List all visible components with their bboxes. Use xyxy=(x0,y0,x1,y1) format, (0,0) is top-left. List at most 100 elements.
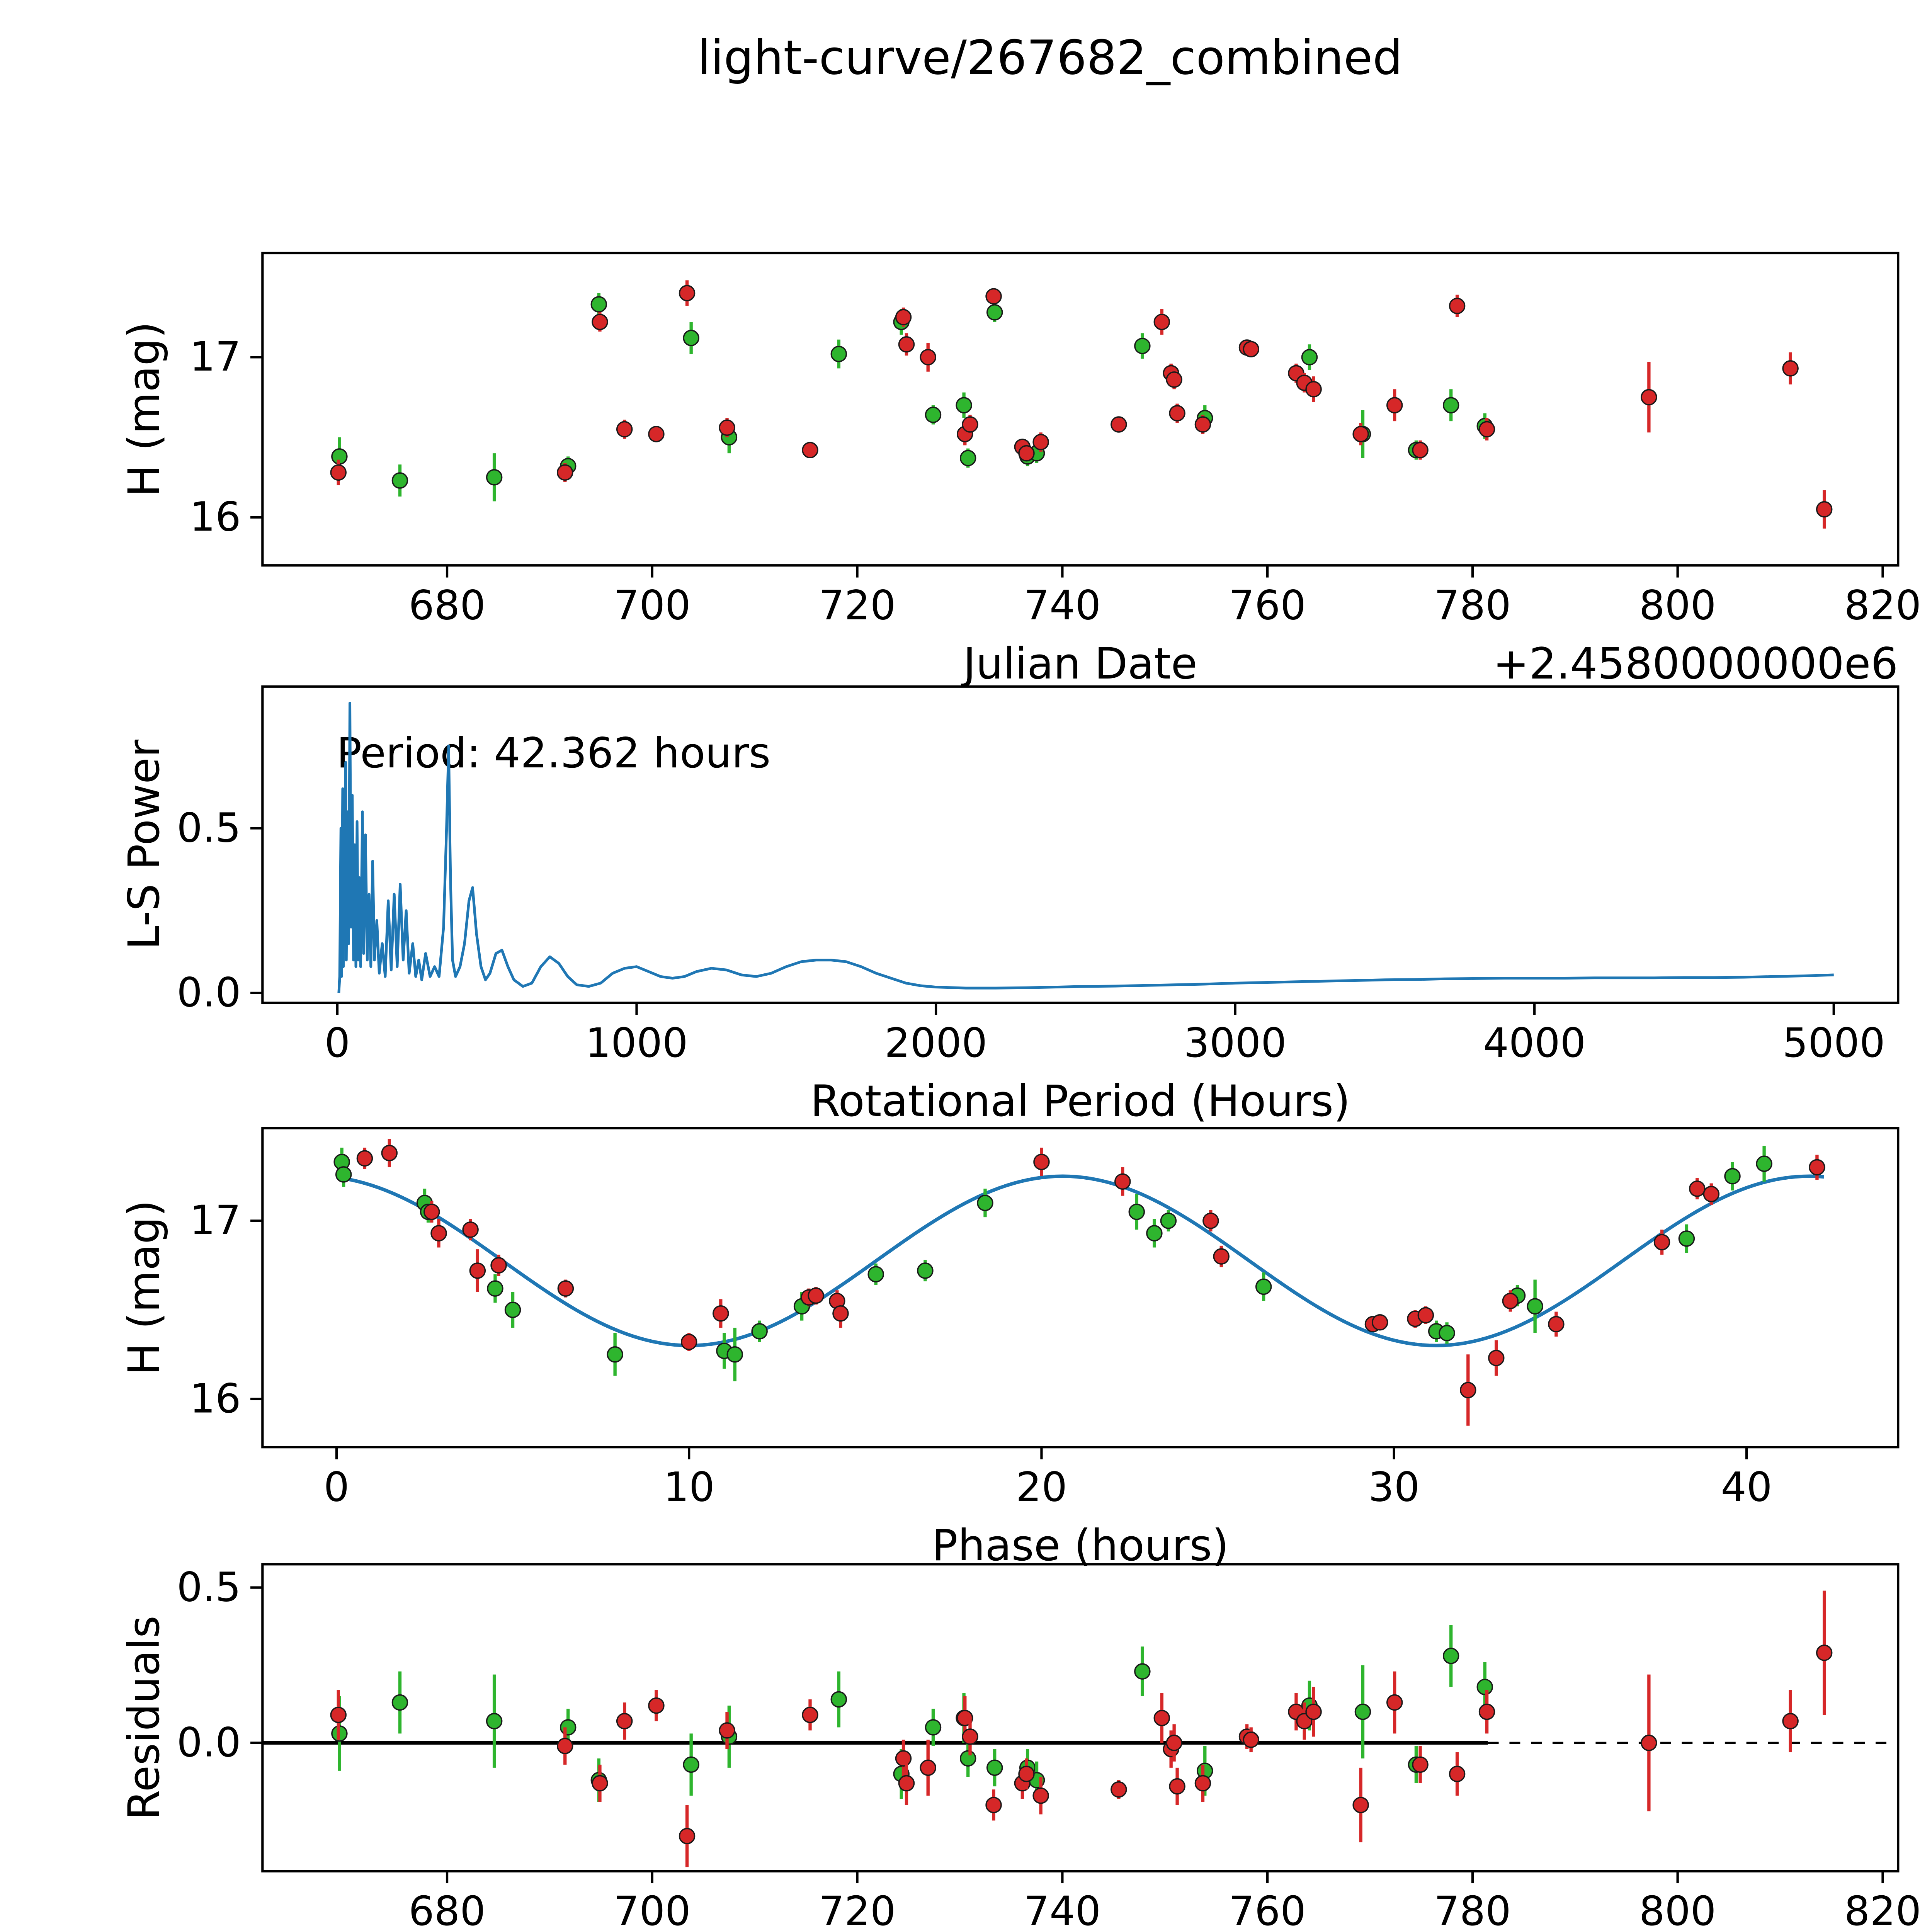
red-filter-point xyxy=(679,1828,696,1844)
x-axis-label: Rotational Period (Hours) xyxy=(810,1077,1350,1126)
red-filter-point xyxy=(1548,1316,1565,1333)
red-filter-point xyxy=(898,336,915,353)
x-tick-label: 3000 xyxy=(1184,1019,1287,1066)
axes-frame xyxy=(261,685,1900,1004)
red-filter-point xyxy=(1169,405,1185,422)
x-axis-label: Phase (hours) xyxy=(932,1521,1229,1571)
red-filter-point xyxy=(1478,421,1495,438)
red-filter-point xyxy=(616,421,633,438)
red-filter-point xyxy=(1460,1382,1476,1398)
x-tick-label: 760 xyxy=(1229,1888,1306,1932)
red-filter-point xyxy=(1032,1787,1049,1804)
y-tick-label: 0.0 xyxy=(177,1719,241,1766)
red-filter-point xyxy=(381,1145,398,1162)
periodogram-annotation: Period: 42.362 hours xyxy=(337,729,770,777)
red-filter-point xyxy=(1641,389,1657,406)
x-tick-label: 800 xyxy=(1639,582,1716,629)
green-filter-point xyxy=(751,1323,768,1340)
axes-frame xyxy=(261,1127,1900,1449)
red-filter-point xyxy=(1166,1735,1182,1751)
red-filter-point xyxy=(1153,313,1170,330)
axes-frame xyxy=(261,1563,1900,1872)
red-filter-point xyxy=(1641,1735,1657,1751)
red-filter-point xyxy=(985,288,1002,305)
green-filter-point xyxy=(925,406,942,423)
red-filter-point xyxy=(832,1305,849,1322)
x-tick-label: 720 xyxy=(819,582,896,629)
subplot-periodogram: 0 1000 2000 3000 4000 5000 0.0 0.5 Rotational Pe… xyxy=(119,685,1900,1126)
x-tick-label: 740 xyxy=(1024,1888,1101,1932)
green-filter-point xyxy=(1301,349,1318,366)
red-filter-point xyxy=(1502,1293,1519,1310)
x-axis-label: Julian Date xyxy=(961,639,1197,689)
x-tick-label: 1000 xyxy=(585,1019,688,1066)
subplot-light-curve: 680 700 720 740 760 780 800 820 16 17 Julian Date +… xyxy=(119,252,1921,689)
red-filter-point xyxy=(1243,1731,1259,1748)
red-filter-point xyxy=(985,1797,1002,1813)
figure-title: light-curve/267682_combined xyxy=(697,31,1403,85)
x-tick-label: 0 xyxy=(325,1019,350,1066)
periodogram-curve xyxy=(337,701,1834,993)
green-filter-point xyxy=(1527,1298,1543,1315)
red-filter-point xyxy=(592,313,608,330)
sinusoid-fit-curve xyxy=(336,1174,1824,1347)
red-filter-point xyxy=(1412,442,1429,459)
x-tick-label: 10 xyxy=(663,1464,715,1511)
x-tick-label: 800 xyxy=(1639,1888,1716,1932)
red-filter-point xyxy=(469,1262,486,1279)
red-filter-point xyxy=(1018,1765,1035,1782)
green-filter-point xyxy=(683,1756,699,1773)
green-filter-point xyxy=(1160,1213,1177,1229)
green-filter-point xyxy=(1146,1225,1163,1242)
red-filter-point xyxy=(719,419,735,436)
red-filter-point xyxy=(330,464,347,481)
red-filter-point xyxy=(1111,1781,1127,1798)
green-filter-point xyxy=(959,450,976,466)
green-filter-point xyxy=(830,345,847,362)
red-filter-point xyxy=(556,1738,573,1754)
x-tick-label: 780 xyxy=(1434,1888,1511,1932)
green-filter-point xyxy=(1756,1155,1772,1172)
red-filter-point xyxy=(423,1204,440,1220)
green-filter-point xyxy=(1134,1663,1151,1680)
red-filter-point xyxy=(1305,1703,1322,1720)
red-filter-point xyxy=(1816,501,1833,518)
red-filter-point xyxy=(1816,1645,1833,1661)
red-filter-point xyxy=(962,416,978,433)
y-tick-label: 0.0 xyxy=(177,969,241,1016)
red-filter-point xyxy=(895,309,912,326)
red-filter-point xyxy=(713,1305,729,1322)
y-tick-label: 17 xyxy=(190,333,241,380)
green-filter-point xyxy=(560,1719,577,1736)
x-tick-label: 680 xyxy=(408,582,485,629)
red-filter-point xyxy=(1111,416,1127,433)
subplot-phased: 0 10 20 30 40 16 17 Phase (hours) H (mag) xyxy=(119,1127,1900,1571)
red-filter-point xyxy=(330,1706,347,1723)
red-filter-point xyxy=(648,426,665,442)
red-filter-point xyxy=(1782,360,1799,377)
x-tick-label: 2000 xyxy=(884,1019,987,1066)
red-filter-point xyxy=(462,1221,479,1238)
x-tick-label: 700 xyxy=(614,582,690,629)
green-filter-point xyxy=(1255,1278,1272,1295)
red-filter-point xyxy=(648,1697,665,1714)
red-filter-point xyxy=(1371,1314,1388,1331)
x-tick-label: 740 xyxy=(1024,582,1101,629)
green-filter-point xyxy=(956,397,972,413)
red-filter-point xyxy=(1386,397,1403,413)
red-filter-point xyxy=(356,1150,373,1167)
x-tick-label: 30 xyxy=(1368,1464,1420,1511)
red-filter-point xyxy=(1114,1173,1131,1190)
red-filter-point xyxy=(1478,1703,1495,1720)
green-filter-point xyxy=(335,1166,352,1183)
red-filter-point xyxy=(1213,1248,1230,1265)
green-filter-point xyxy=(607,1346,623,1363)
red-filter-point xyxy=(680,1333,697,1350)
red-filter-point xyxy=(1194,1775,1211,1792)
red-filter-point xyxy=(895,1750,912,1767)
green-filter-point xyxy=(830,1691,847,1708)
green-filter-point xyxy=(487,1280,503,1297)
